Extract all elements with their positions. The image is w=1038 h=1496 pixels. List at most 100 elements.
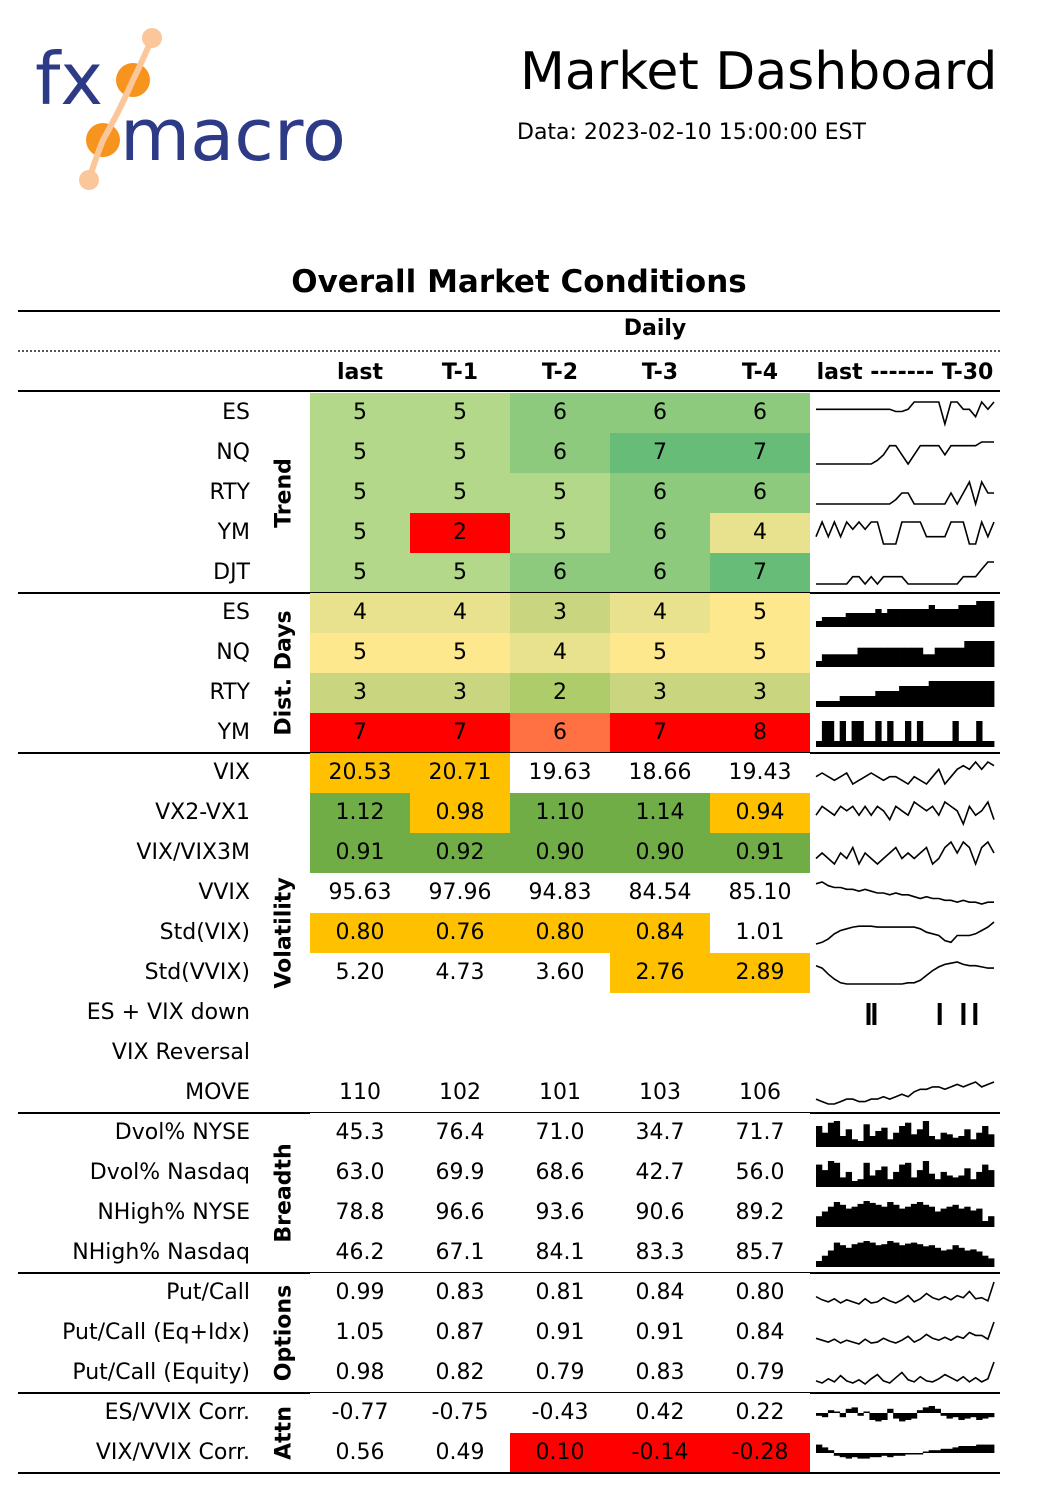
row-attn-vix-vvix-corr-spark-bar-3 bbox=[833, 1453, 841, 1456]
row-breadth-nhigh-nyse-spark-bar-6 bbox=[851, 1206, 858, 1227]
row-breadth-dvol-nasdaq-cell-2: 68.6 bbox=[510, 1153, 610, 1193]
row-volatility-es-vix-down-signal-bar-26 bbox=[973, 1003, 978, 1025]
row-breadth-nhigh-nasdaq-spark-bar-26 bbox=[970, 1249, 977, 1267]
row-attn-vix-vvix-corr-cell-3: -0.14 bbox=[610, 1433, 710, 1473]
row-trend-es-sparkline bbox=[816, 400, 995, 427]
row-attn-vix-vvix-corr-spark-bar-12 bbox=[887, 1453, 894, 1458]
row-dist-days-ym-spark-bar-20 bbox=[934, 741, 941, 747]
row-dist-days-rty-spark-bar-0 bbox=[816, 701, 823, 707]
row-options-put-call-cell-3: 0.84 bbox=[610, 1273, 710, 1313]
row-volatility-es-vix-down-sparkline bbox=[866, 1003, 978, 1025]
row-dist-days-nq-spark-bar-1 bbox=[821, 654, 829, 667]
row-breadth-nhigh-nasdaq-spark-bar-10 bbox=[875, 1245, 882, 1267]
row-dist-days-nq-spark-bar-5 bbox=[845, 654, 852, 667]
row-breadth-dvol-nyse-spark-bar-20 bbox=[934, 1139, 941, 1147]
row-breadth-dvol-nasdaq-spark-bar-0 bbox=[816, 1164, 823, 1187]
row-dist-days-nq-spark-bar-17 bbox=[916, 647, 924, 667]
row-attn-es-vvix-corr-spark-bar-10 bbox=[875, 1413, 882, 1422]
row-dist-days-es-cell-2: 3 bbox=[510, 593, 610, 633]
row-dist-days-rty-cell-3: 3 bbox=[610, 673, 710, 713]
row-breadth-dvol-nasdaq-spark-bar-19 bbox=[928, 1173, 935, 1187]
row-dist-days-rty-spark-bar-12 bbox=[887, 691, 894, 707]
row-dist-days-ym-spark-bar-5 bbox=[845, 741, 852, 747]
col-header-t2: T-2 bbox=[541, 360, 579, 385]
row-volatility-vx2-vx1-sparkline-path bbox=[815, 800, 995, 827]
group-label-breadth: Breadth bbox=[262, 1113, 306, 1273]
row-breadth-dvol-nyse-spark-bar-14 bbox=[899, 1126, 906, 1147]
group-label-trend: Trend bbox=[262, 393, 306, 593]
row-breadth-dvol-nasdaq-spark-bar-9 bbox=[869, 1175, 876, 1187]
row-options-put-call-cell-4: 0.80 bbox=[710, 1273, 810, 1313]
row-breadth-nhigh-nyse-spark-bar-23 bbox=[952, 1204, 959, 1227]
row-dist-days-ym-spark-bar-11 bbox=[881, 741, 888, 747]
row-attn-vix-vvix-corr-spark-bar-17 bbox=[916, 1453, 924, 1455]
row-dist-days-rty-spark-bar-13 bbox=[893, 691, 900, 707]
row-dist-days-rty-spark-bar-4 bbox=[839, 696, 846, 707]
row-breadth-nhigh-nyse-spark-bar-17 bbox=[916, 1202, 924, 1227]
row-volatility-std-vvix-cell-2: 3.60 bbox=[510, 953, 610, 993]
row-breadth-nhigh-nyse-spark-bar-5 bbox=[845, 1208, 852, 1227]
row-breadth-nhigh-nasdaq-spark-bar-13 bbox=[893, 1242, 900, 1267]
row-breadth-dvol-nasdaq-label: Dvol% Nasdaq bbox=[89, 1160, 250, 1185]
row-breadth-nhigh-nyse-cell-4: 89.2 bbox=[710, 1193, 810, 1233]
row-attn-es-vvix-corr-cell-0: -0.77 bbox=[310, 1393, 410, 1433]
row-dist-days-nq-spark-bar-28 bbox=[982, 641, 989, 667]
row-volatility-vix-reversal-cell-2 bbox=[510, 1033, 610, 1073]
row-breadth-dvol-nasdaq-spark-bar-13 bbox=[893, 1171, 900, 1187]
row-breadth-nhigh-nasdaq-cell-3: 83.3 bbox=[610, 1233, 710, 1273]
row-breadth-nhigh-nyse-sparkline bbox=[816, 1201, 995, 1227]
row-dist-days-es-spark-bar-28 bbox=[982, 601, 989, 627]
row-options-put-call-cell-1: 0.83 bbox=[410, 1273, 510, 1313]
row-trend-nq-label: NQ bbox=[216, 440, 250, 465]
row-options-put-call-equity-cell-2: 0.79 bbox=[510, 1353, 610, 1393]
row-breadth-nhigh-nasdaq-cell-4: 85.7 bbox=[710, 1233, 810, 1273]
row-breadth-dvol-nyse-spark-bar-3 bbox=[833, 1121, 841, 1147]
row-volatility-vix-cell-3: 18.66 bbox=[610, 753, 710, 793]
row-breadth-nhigh-nyse-spark-bar-11 bbox=[881, 1206, 888, 1227]
row-dist-days-nq-spark-bar-9 bbox=[869, 647, 876, 667]
row-breadth-dvol-nasdaq-spark-bar-5 bbox=[845, 1171, 852, 1187]
row-attn-vix-vvix-corr-spark-bar-15 bbox=[905, 1453, 912, 1455]
row-dist-days-nq-spark-bar-2 bbox=[827, 654, 835, 667]
row-dist-days-rty-spark-bar-26 bbox=[970, 681, 977, 707]
row-trend-es-cell-3: 6 bbox=[610, 393, 710, 433]
col-header-t4: T-4 bbox=[741, 360, 779, 385]
row-attn-vix-vvix-corr-spark-bar-1 bbox=[821, 1447, 829, 1453]
row-attn-vix-vvix-corr-spark-bar-18 bbox=[922, 1451, 930, 1453]
row-breadth-dvol-nyse-spark-bar-10 bbox=[875, 1131, 882, 1147]
row-dist-days-ym-spark-bar-14 bbox=[899, 741, 906, 747]
row-attn-es-vvix-corr-cell-2: -0.43 bbox=[510, 1393, 610, 1433]
row-breadth-nhigh-nasdaq-spark-bar-21 bbox=[940, 1250, 947, 1267]
row-volatility-std-vix-sparkline-path bbox=[815, 921, 995, 945]
row-dist-days-nq-spark-bar-0 bbox=[816, 661, 823, 667]
row-volatility-vvix-cell-0: 95.63 bbox=[310, 873, 410, 913]
row-dist-days-ym-spark-bar-3 bbox=[833, 741, 841, 747]
row-breadth-nhigh-nasdaq-spark-bar-28 bbox=[982, 1255, 989, 1267]
row-breadth-dvol-nasdaq-spark-bar-10 bbox=[875, 1170, 882, 1187]
row-trend-djt-sparkline bbox=[816, 561, 994, 586]
row-attn-vix-vvix-corr-spark-bar-26 bbox=[970, 1446, 977, 1453]
row-dist-days-es-spark-bar-15 bbox=[905, 609, 912, 627]
row-volatility-es-vix-down-cell-2 bbox=[510, 993, 610, 1033]
row-dist-days-rty-spark-bar-28 bbox=[982, 681, 989, 707]
row-dist-days-es-spark-bar-8 bbox=[863, 613, 870, 627]
row-options-put-call-equity-cell-4: 0.79 bbox=[710, 1353, 810, 1393]
row-dist-days-ym-spark-bar-12 bbox=[887, 721, 894, 747]
row-trend-es-sparkline-path bbox=[816, 400, 995, 427]
row-breadth-dvol-nasdaq-spark-bar-6 bbox=[851, 1181, 858, 1187]
row-trend-djt-cell-4: 7 bbox=[710, 553, 810, 593]
row-breadth-nhigh-nasdaq-spark-bar-24 bbox=[958, 1247, 965, 1267]
row-dist-days-es-spark-bar-20 bbox=[934, 609, 941, 627]
row-attn-es-vvix-corr-cell-4: 0.22 bbox=[710, 1393, 810, 1433]
row-breadth-dvol-nyse-cell-0: 45.3 bbox=[310, 1113, 410, 1153]
row-trend-rty-cell-4: 6 bbox=[710, 473, 810, 513]
row-dist-days-es-cell-3: 4 bbox=[610, 593, 710, 633]
row-attn-vix-vvix-corr-spark-bar-22 bbox=[946, 1448, 953, 1453]
row-attn-es-vvix-corr-spark-bar-28 bbox=[982, 1413, 989, 1419]
row-volatility-move-cell-1: 102 bbox=[410, 1073, 510, 1113]
row-dist-days-rty-label: RTY bbox=[209, 680, 250, 705]
row-breadth-dvol-nyse-spark-bar-4 bbox=[839, 1136, 846, 1147]
row-volatility-std-vix-label: Std(VIX) bbox=[159, 920, 250, 945]
row-breadth-dvol-nasdaq-spark-bar-16 bbox=[910, 1177, 918, 1187]
